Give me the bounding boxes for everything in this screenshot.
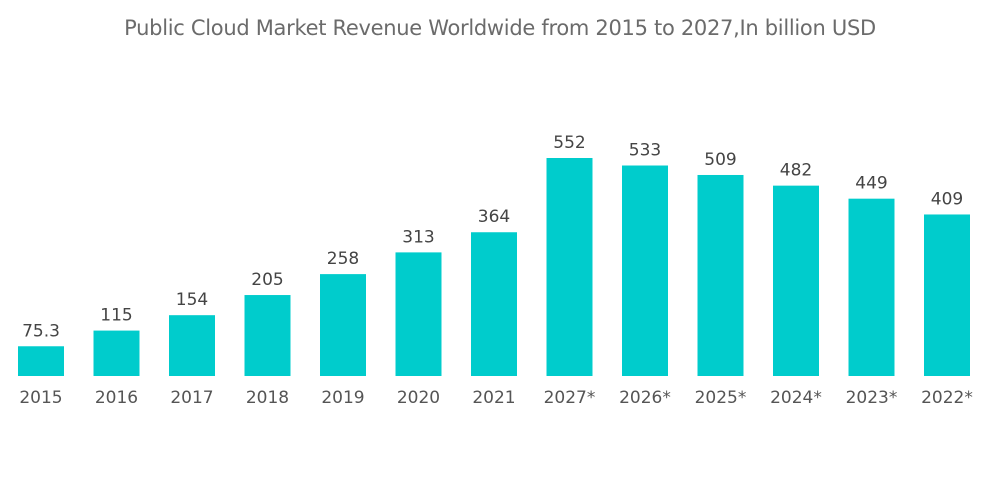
x-tick-label: 2019: [321, 388, 364, 408]
x-tick-label: 2027*: [544, 388, 596, 408]
data-label: 205: [251, 270, 283, 290]
bar-2027*: [546, 158, 593, 376]
data-label: 409: [931, 189, 963, 209]
x-tick-label: 2017: [170, 388, 213, 408]
x-tick-label: 2026*: [619, 388, 671, 408]
bar-2025*: [697, 174, 744, 376]
data-label: 449: [855, 174, 887, 194]
data-label: 482: [780, 161, 812, 181]
bar-2015: [18, 346, 64, 376]
bar-2020: [395, 252, 442, 376]
data-label: 154: [176, 290, 208, 310]
bar-2023*: [848, 198, 895, 376]
bar-2017: [169, 315, 215, 376]
x-tick-label: 2020: [397, 388, 440, 408]
x-tick-label: 2021: [472, 388, 515, 408]
data-label: 75.3: [22, 321, 60, 341]
x-tick-label: 2022*: [921, 388, 973, 408]
data-label: 533: [629, 141, 661, 161]
bar-2026*: [622, 165, 668, 376]
chart-title: Public Cloud Market Revenue Worldwide fr…: [124, 16, 876, 40]
data-label: 509: [704, 150, 736, 170]
x-tick-label: 2016: [95, 388, 138, 408]
x-tick-label: 2025*: [695, 388, 747, 408]
x-tick-label: 2018: [246, 388, 289, 408]
bar-2024*: [773, 185, 819, 376]
data-label: 258: [327, 249, 359, 269]
bar-2019: [320, 274, 366, 376]
data-label: 364: [478, 207, 510, 227]
data-label: 313: [402, 227, 434, 247]
data-label: 552: [553, 133, 585, 153]
bar-2016: [93, 330, 140, 376]
x-tick-label: 2023*: [846, 388, 898, 408]
x-tick-label: 2015: [19, 388, 62, 408]
x-tick-label: 2024*: [770, 388, 822, 408]
bar-2021: [471, 232, 517, 376]
bar-2022*: [924, 214, 970, 376]
bar-2018: [244, 295, 291, 376]
data-label: 115: [100, 306, 132, 326]
